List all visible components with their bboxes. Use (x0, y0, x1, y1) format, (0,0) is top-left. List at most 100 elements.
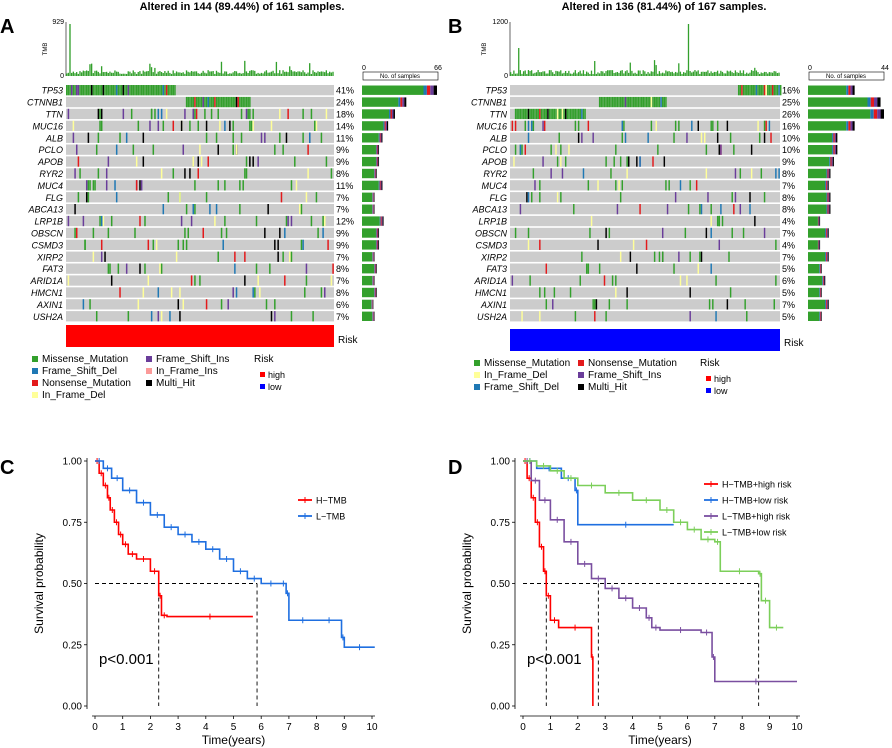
oncoplot-a-sample-bar-seg (376, 287, 377, 298)
oncoplot-b-mutation-cell (728, 251, 730, 262)
oncoplot-b-mutation-cell (621, 96, 624, 108)
oncoplot-a-mutation-cell (134, 85, 136, 96)
legend-b-swatch (578, 360, 584, 366)
oncoplot-b-gene-pct: 5% (782, 288, 795, 298)
oncoplot-a-mutation-cell (224, 120, 226, 131)
legend-a-item: Missense_Mutation (42, 354, 128, 365)
oncoplot-a-tmb-bar (69, 24, 71, 76)
oncoplot-b-tmb-bar (713, 71, 716, 76)
oncoplot-a-tmb-bar (150, 67, 153, 76)
oncoplot-a-sample-bar-seg (372, 252, 373, 262)
oncoplot-a-tmb-bar (129, 71, 131, 76)
oncoplot-b-sample-bar-seg (819, 311, 821, 321)
oncoplot-a-tmb-bar (317, 71, 319, 76)
oncoplot-a-sample-bar-seg (381, 180, 383, 191)
oncoplot-b-mutation-cell (532, 108, 535, 120)
oncoplot-a-mutation-cell (67, 275, 70, 286)
oncoplot-b-tmb-bar (597, 72, 599, 76)
km-d-curve (523, 460, 674, 526)
oncoplot-a-mutation-cell (177, 239, 180, 250)
km-d-x-tick-label: 3 (602, 722, 608, 733)
oncoplot-b-mutation-cell (590, 215, 593, 227)
km-c-legend-label: H−TMB (316, 496, 347, 506)
oncoplot-a-tmb-bar (110, 72, 113, 76)
oncoplot-a-sample-bar-seg (377, 240, 379, 250)
oncoplot-b-tmb-bar (737, 72, 740, 76)
oncoplot-a-mutation-cell (172, 85, 175, 96)
oncoplot-b-row-bg (510, 120, 780, 131)
oncoplot-a-mutation-cell (239, 96, 241, 108)
oncoplot-a-gene-pct: 7% (336, 252, 349, 262)
oncoplot-a-sample-bar-seg (373, 192, 374, 202)
oncoplot-b-gene-pct: 4% (782, 217, 795, 227)
panel-label-d: D (448, 457, 462, 479)
oncoplot-a-mutation-cell (284, 227, 286, 239)
oncoplot-b-mutation-cell (775, 168, 777, 179)
oncoplot-a-mutation-cell (224, 180, 226, 191)
oncoplot-a-mutation-cell (300, 239, 303, 250)
oncoplot-b-tmb-bar (702, 71, 704, 76)
oncoplot-a-mutation-cell (157, 85, 160, 96)
oncoplot-b-mutation-cell (668, 180, 670, 191)
oncoplot-a-mutation-cell (244, 275, 246, 286)
oncoplot-a-mutation-cell (205, 299, 208, 310)
oncoplot-a-sample-bar-seg (376, 228, 378, 238)
oncoplot-b-mutation-cell (615, 144, 617, 155)
oncoplot-a-tmb-bar (105, 71, 108, 76)
oncoplot-a-mutation-cell (210, 96, 213, 108)
oncoplot-a-mutation-cell (197, 168, 200, 179)
oncoplot-b-gene-pct: 6% (782, 276, 795, 286)
oncoplot-b-mutation-cell (555, 144, 557, 155)
oncoplot-a-sample-bar-seg (373, 204, 374, 214)
oncoplot-b-tmb-bar (616, 71, 618, 76)
oncoplot-b-tmb-bar (631, 70, 633, 76)
oncoplot-a-mutation-cell (217, 108, 219, 120)
oncoplot-a-mutation-cell (240, 108, 243, 120)
oncoplot-b-tmb-bar (771, 72, 774, 76)
oncoplot-a-mutation-cell (242, 180, 244, 191)
oncoplot-b-tmb-label: TMB (482, 43, 488, 56)
oncoplot-b-tmb-bar (699, 73, 701, 76)
oncoplot-b-mutation-cell (749, 204, 751, 215)
oncoplot-a-mutation-cell (127, 311, 130, 322)
oncoplot-b-sample-bar-seg (834, 133, 837, 143)
oncoplot-b-mutation-cell (527, 120, 530, 131)
oncoplot-b-mutation-cell (581, 251, 583, 262)
oncoplot-a-sample-bar-seg (400, 97, 403, 107)
oncoplot-a-mutation-cell (182, 144, 185, 155)
oncoplot-a-mutation-cell (89, 85, 91, 96)
oncoplot-b-mutation-cell (744, 299, 746, 310)
oncoplot-b-mutation-cell (573, 108, 575, 120)
oncoplot-b-sample-bar-seg (850, 121, 853, 131)
oncoplot-b-tmb-bar (522, 71, 525, 76)
oncoplot-b-gene-label: CTNNB1 (471, 98, 507, 108)
legend-b-item: Frame_Shift_Ins (588, 370, 661, 381)
oncoplot-b-mutation-cell (537, 108, 539, 120)
oncoplot-b-mutation-cell (603, 275, 606, 286)
oncoplot-b-tmb-bar (763, 71, 766, 76)
oncoplot-a-sample-bar-seg (374, 168, 375, 179)
oncoplot-b-row-bg (510, 311, 780, 322)
oncoplot-b-sample-bar-seg (817, 216, 819, 226)
oncoplot-a-tmb-bar (270, 71, 273, 76)
oncoplot-a-mutation-cell (205, 120, 208, 131)
oncoplot-a-mutation-cell (254, 287, 256, 298)
oncoplot-b-mutation-cell (529, 108, 531, 120)
oncoplot-a-sample-bar-seg (373, 275, 374, 286)
oncoplot-b-gene-label: OBSCN (475, 229, 508, 239)
oncoplot-b-mutation-cell (535, 108, 538, 120)
oncoplot-b-mutation-cell (519, 108, 522, 120)
oncoplot-a-row-bg (66, 227, 334, 239)
oncoplot-b-mutation-cell (673, 263, 675, 274)
oncoplot-a-tmb-bar (95, 70, 98, 76)
oncoplot-a-mutation-cell (322, 227, 324, 239)
oncoplot-b-mutation-cell (776, 85, 779, 96)
oncoplot-a-sample-bar-seg (373, 311, 374, 321)
oncoplot-b-mutation-cell (661, 227, 664, 239)
km-d-y-tick-label: 0.50 (491, 579, 511, 590)
oncoplot-b-mutation-cell (602, 96, 604, 108)
oncoplot-a-sample-bar-seg (375, 240, 377, 250)
km-c-x-label: Time(years) (202, 733, 266, 747)
oncoplot-a-row-bg (66, 192, 334, 203)
oncoplot-b-mutation-cell (747, 85, 750, 96)
